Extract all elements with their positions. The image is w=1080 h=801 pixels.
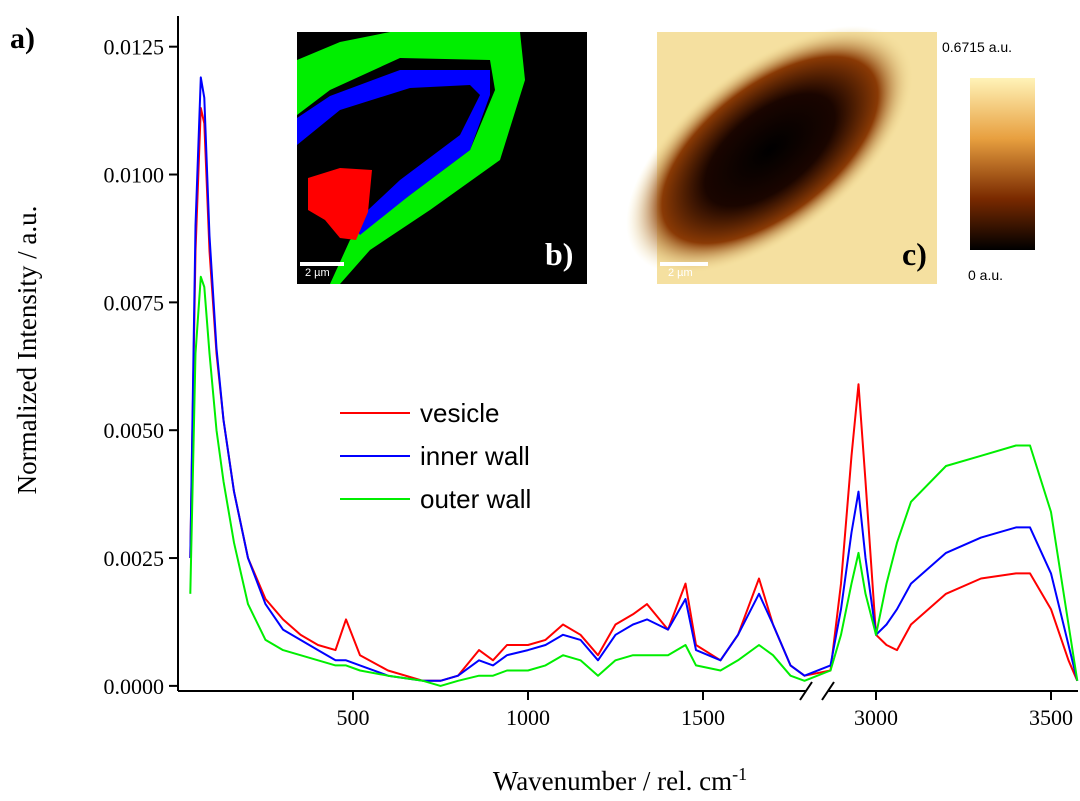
x-tick-label: 3500 (1029, 705, 1073, 730)
y-tick-label: 0.0050 (104, 418, 165, 443)
chart: a) 2 µm b) 2 µm c) 0.6715 a.u. 0 a.u. No… (0, 0, 1080, 801)
x-axis-label-sup: -1 (732, 764, 747, 784)
legend-label: inner wall (420, 441, 530, 471)
legend-label: vesicle (420, 398, 499, 428)
x-axis-label: Wavenumber / rel. cm-1 (493, 764, 747, 796)
inset-c: 2 µm c) 0.6715 a.u. 0 a.u. (584, 0, 1035, 322)
y-tick-label: 0.0100 (104, 163, 165, 188)
panel-label: b) (545, 236, 573, 272)
panel-label: c) (902, 236, 927, 272)
y-tick-label: 0.0025 (104, 546, 165, 571)
y-tick-label: 0.0000 (104, 674, 165, 699)
x-tick-label: 500 (337, 705, 370, 730)
colorbar-max-label: 0.6715 a.u. (942, 39, 1012, 55)
y-tick-label: 0.0125 (104, 35, 165, 60)
y-axis-label: Normalized Intensity / a.u. (12, 206, 42, 495)
x-tick-label: 1000 (506, 705, 550, 730)
colorbar (970, 78, 1035, 250)
inset-b: 2 µm b) (297, 32, 587, 284)
x-axis-label-main: Wavenumber / rel. cm (493, 766, 732, 796)
scale-bar-label: 2 µm (668, 267, 693, 279)
colorbar-min-label: 0 a.u. (968, 267, 1003, 283)
legend-label: outer wall (420, 484, 531, 514)
x-tick-label: 3000 (854, 705, 898, 730)
scale-bar-label: 2 µm (305, 267, 330, 279)
panel-label: a) (10, 22, 35, 55)
y-tick-label: 0.0075 (104, 290, 165, 315)
x-tick-label: 1500 (681, 705, 725, 730)
